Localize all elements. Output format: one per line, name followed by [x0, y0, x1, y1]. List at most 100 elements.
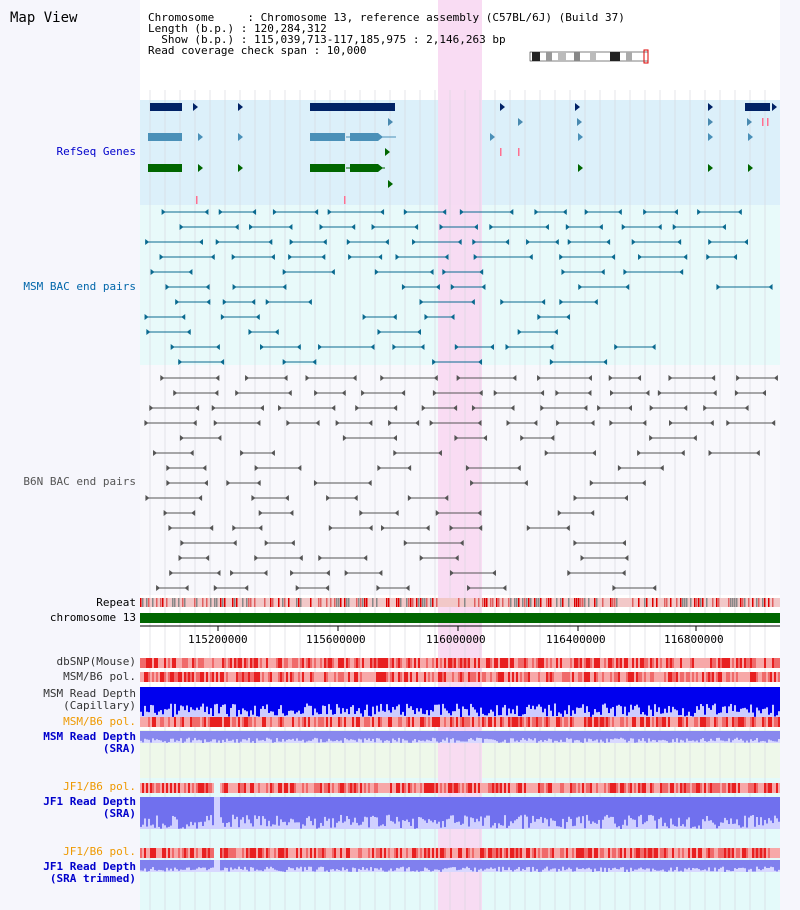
bac-end-marker	[393, 405, 398, 411]
bac-end-marker	[274, 329, 279, 335]
depth-bar	[160, 797, 162, 829]
depth-bar	[202, 731, 204, 743]
depth-bar	[718, 687, 720, 714]
gene-arrow	[490, 133, 495, 141]
depth-bar	[636, 797, 638, 828]
depth-bar	[470, 687, 472, 704]
heat-cell	[150, 658, 152, 668]
depth-bar	[426, 731, 428, 740]
depth-bar	[724, 860, 726, 872]
heat-cell	[748, 658, 750, 668]
heat-cell	[558, 848, 560, 858]
depth-bar	[232, 731, 234, 740]
heat-cell	[364, 848, 366, 858]
depth-bar	[574, 687, 576, 714]
heat-cell	[680, 717, 682, 727]
heat-cell	[256, 672, 258, 682]
heat-cell	[538, 672, 540, 682]
heat-cell	[220, 783, 222, 793]
heat-cell	[506, 783, 508, 793]
heat-cell	[666, 658, 668, 668]
heat-cell	[354, 658, 356, 668]
depth-bar	[732, 797, 734, 824]
heat-cell	[206, 672, 208, 682]
depth-bar	[568, 797, 570, 817]
heat-cell	[156, 717, 158, 727]
heat-cell	[498, 783, 500, 793]
heat-cell	[720, 783, 722, 793]
repeat-mark	[492, 598, 494, 607]
repeat-mark	[148, 598, 150, 607]
depth-bar	[362, 860, 364, 868]
bac-end-marker	[478, 390, 483, 396]
bac-end-marker	[341, 390, 346, 396]
depth-bar	[654, 731, 656, 741]
heat-cell	[432, 672, 434, 682]
heat-cell	[214, 717, 216, 727]
track-label-refseq[interactable]: RefSeq Genes	[56, 145, 136, 158]
bac-end-marker	[481, 284, 486, 290]
depth-bar	[170, 797, 172, 826]
depth-bar	[526, 860, 528, 868]
depth-bar	[298, 797, 300, 823]
track-label-msm-bac[interactable]: MSM BAC end pairs	[23, 280, 136, 293]
depth-bar	[700, 687, 702, 705]
heat-cell	[608, 658, 610, 668]
heat-cell	[592, 672, 594, 682]
repeat-mark	[282, 598, 284, 607]
heat-cell	[612, 848, 614, 858]
heat-cell	[374, 658, 376, 668]
heat-cell	[226, 783, 228, 793]
depth-bar	[358, 687, 360, 709]
depth-bar	[478, 860, 480, 870]
heat-cell	[606, 783, 608, 793]
depth-bar	[226, 687, 228, 714]
depth-bar	[562, 797, 564, 819]
bac-end-marker	[318, 555, 323, 561]
depth-bar	[622, 731, 624, 739]
msm-bac-pairs[interactable]	[144, 209, 773, 365]
heat-cell	[222, 672, 224, 682]
repeat-mark	[214, 598, 216, 607]
heat-cell	[270, 658, 272, 668]
heat-cell	[330, 783, 332, 793]
heat-cell	[348, 848, 350, 858]
heat-cell	[416, 658, 418, 668]
heat-cell	[620, 658, 622, 668]
heat-cell	[266, 783, 268, 793]
heat-cell	[586, 672, 588, 682]
heat-cell	[694, 658, 696, 668]
heat-cell	[282, 848, 284, 858]
heat-cell	[360, 783, 362, 793]
bac-end-marker	[144, 314, 149, 320]
heat-cell	[262, 783, 264, 793]
depth-bar	[716, 687, 718, 715]
heat-cell	[574, 658, 576, 668]
heat-cell	[652, 717, 654, 727]
depth-bar	[402, 731, 404, 739]
heat-cell	[314, 672, 316, 682]
refseq-gene-features[interactable]	[148, 103, 777, 204]
bac-end-marker	[159, 254, 164, 260]
b6n-bac-pairs[interactable]	[144, 375, 778, 591]
heat-cell	[750, 658, 752, 668]
bac-end-marker	[145, 239, 150, 245]
heat-cell	[178, 848, 180, 858]
track-label-msm-depth-capillary: MSM Read Depth (Capillary)	[43, 687, 136, 712]
depth-bar	[496, 860, 498, 872]
heat-cell	[170, 672, 172, 682]
gene-arrow	[238, 103, 243, 111]
depth-bar	[210, 687, 212, 709]
repeat-mark	[484, 598, 486, 607]
depth-bar	[742, 731, 744, 741]
heat-cell	[270, 717, 272, 727]
heat-cell	[230, 717, 232, 727]
track-label-panel	[0, 0, 140, 910]
depth-bar	[396, 731, 398, 742]
heat-cell	[242, 658, 244, 668]
bac-end-marker	[359, 510, 364, 516]
heat-cell	[722, 658, 724, 668]
track-label-b6n-bac[interactable]: B6N BAC end pairs	[23, 475, 136, 488]
depth-bar	[280, 731, 282, 742]
